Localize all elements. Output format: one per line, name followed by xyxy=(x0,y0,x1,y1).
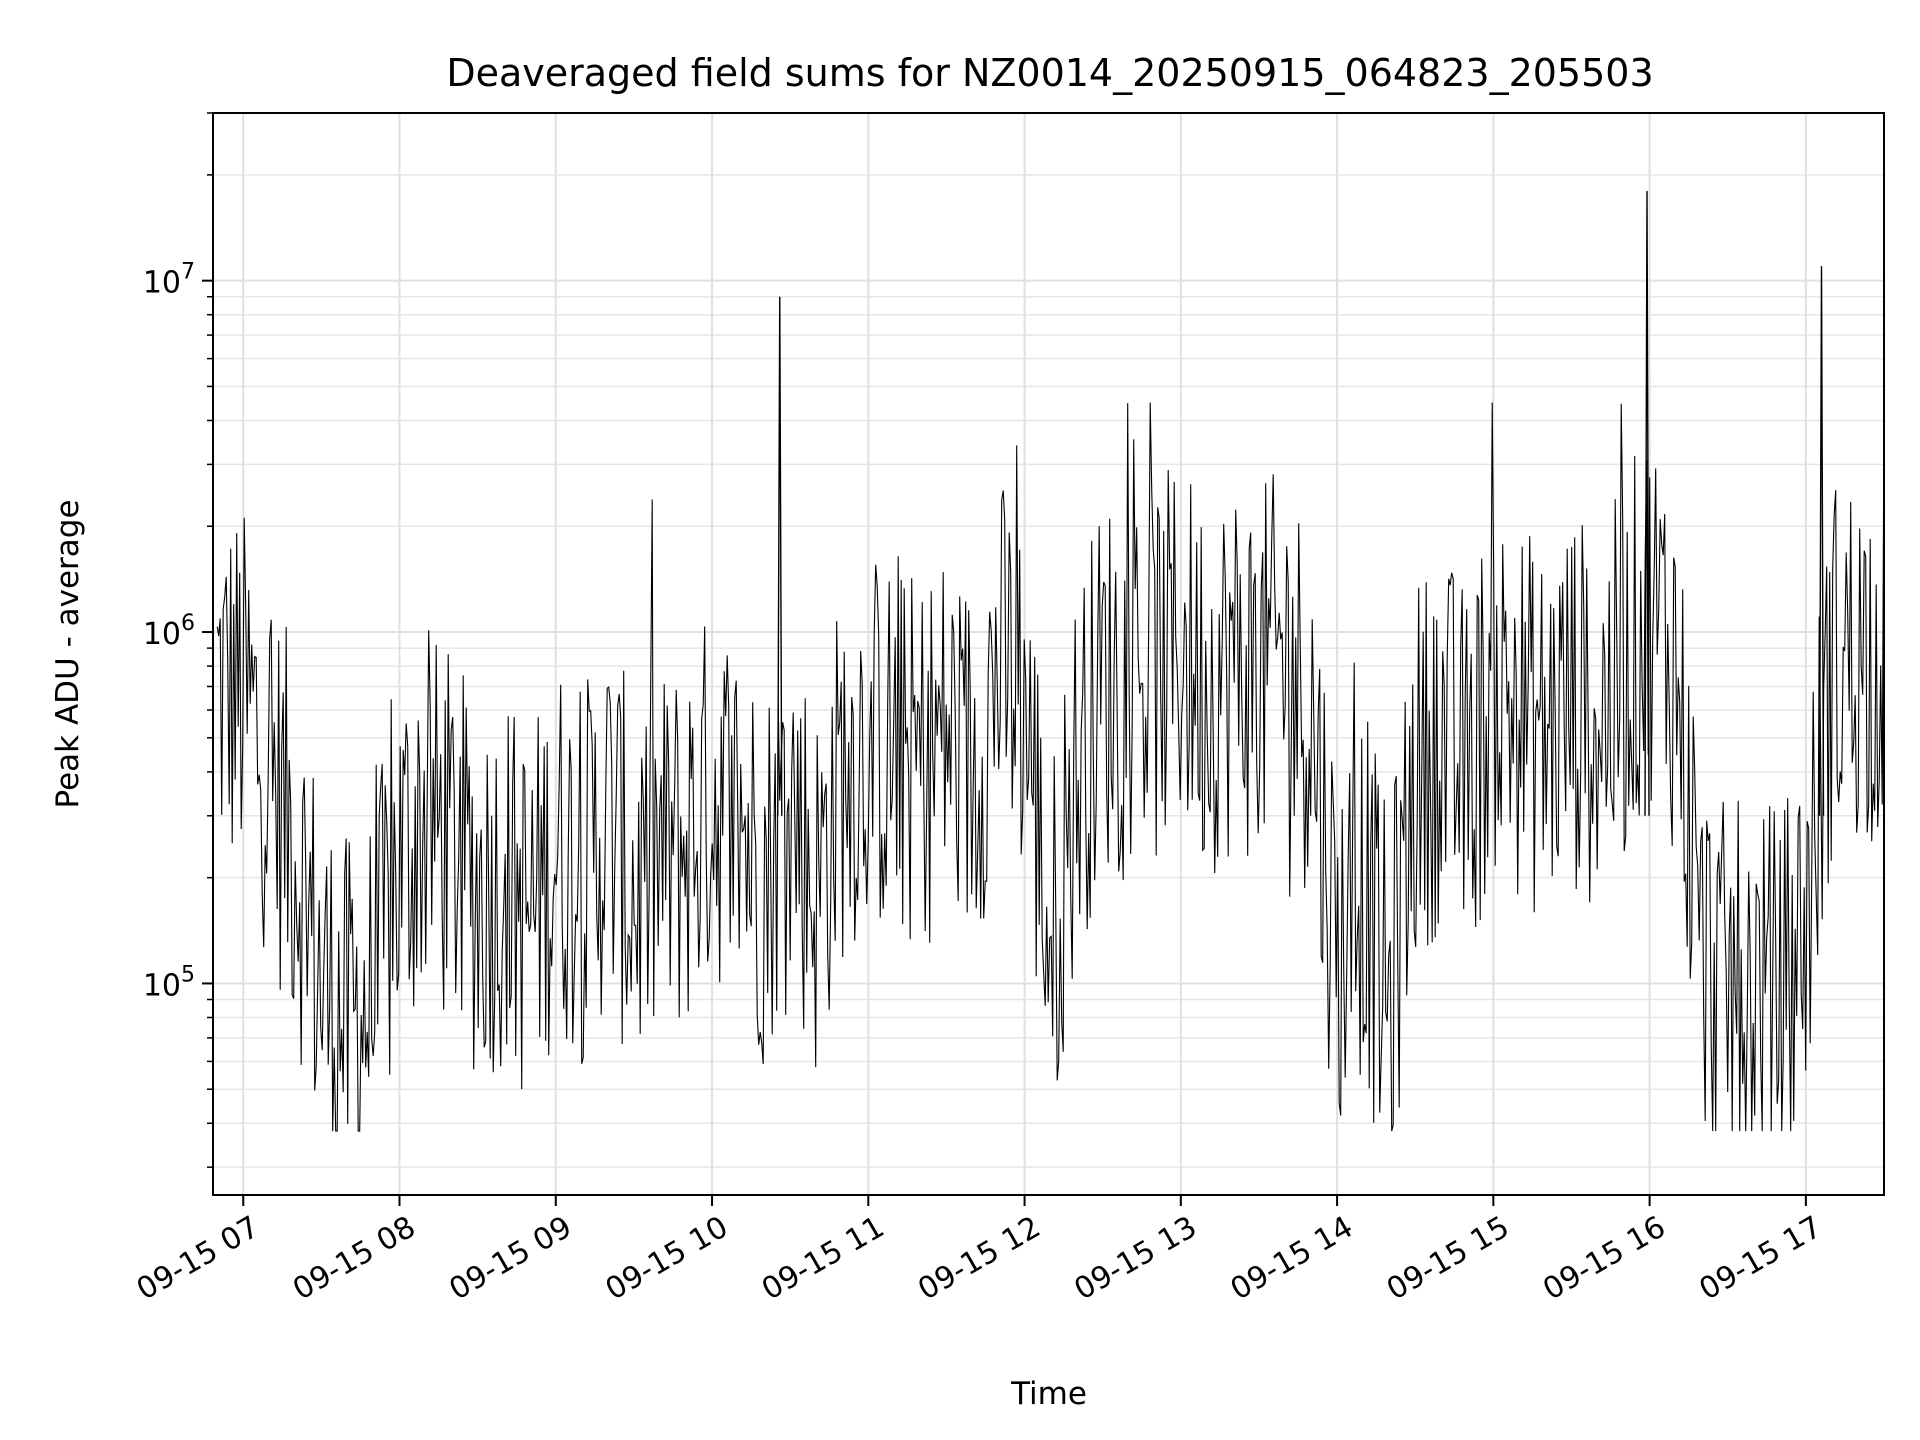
peak-spike xyxy=(1818,266,1825,816)
peak-spike xyxy=(777,296,783,816)
chart-title: Deaveraged field sums for NZ0014_2025091… xyxy=(446,51,1653,95)
y-tick-label: 105 xyxy=(143,962,195,1003)
y-tick-label: 106 xyxy=(143,611,195,652)
peak-spike xyxy=(1644,190,1650,816)
series-line xyxy=(216,402,1885,1132)
peak-spikes xyxy=(777,190,1825,816)
y-tick-label: 107 xyxy=(143,260,195,301)
plot-frame xyxy=(212,112,1885,1196)
y-axis: 105 106 107 xyxy=(143,112,213,1168)
x-axis-label: Time xyxy=(1010,1376,1087,1412)
series-trace xyxy=(216,402,1885,1132)
y-axis-label: Peak ADU - average xyxy=(50,499,86,808)
